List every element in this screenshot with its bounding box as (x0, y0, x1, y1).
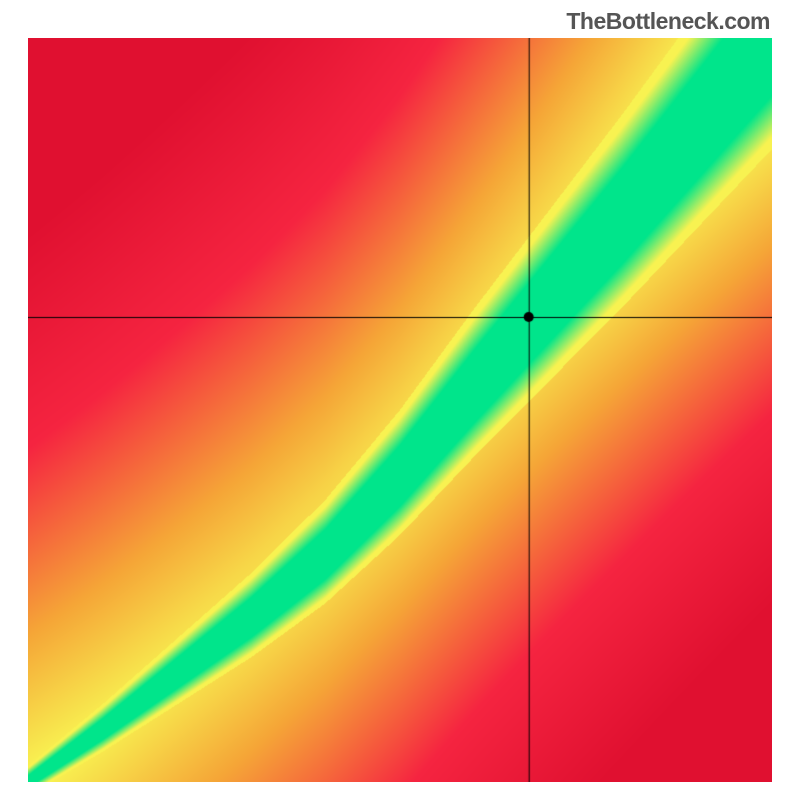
watermark-text: TheBottleneck.com (566, 8, 770, 35)
chart-container: TheBottleneck.com (0, 0, 800, 800)
heatmap-plot (28, 38, 772, 782)
heatmap-canvas (28, 38, 772, 782)
